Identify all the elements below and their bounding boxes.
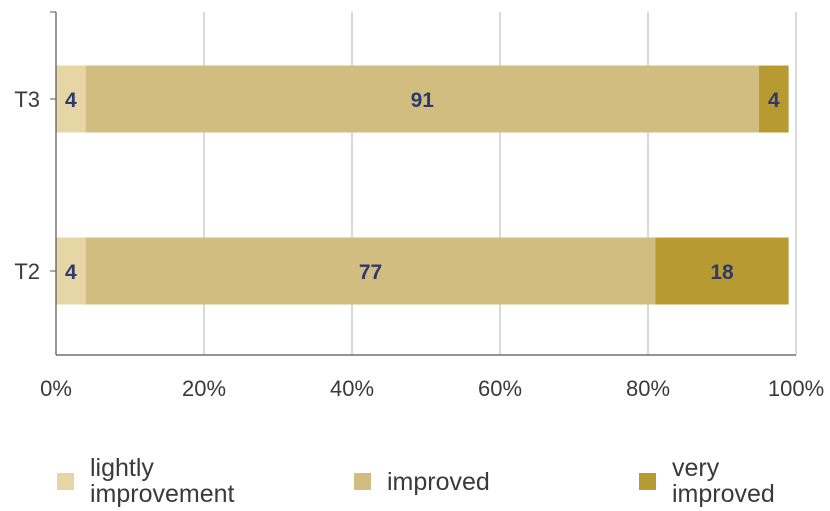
- legend-swatch-2: [639, 473, 656, 490]
- legend-label-1: improved: [387, 468, 490, 496]
- data-label-t3-series-0: 4: [65, 89, 77, 112]
- tick-labels: T3 T2 0% 20% 40% 60% 80% 100%: [14, 87, 824, 401]
- legend-label-0-line-1: improvement: [90, 480, 235, 508]
- legend-label-0-line-0: lightly: [90, 454, 154, 482]
- data-label-t3-series-1: 91: [411, 89, 435, 112]
- bar-t2-series-0: [56, 237, 86, 305]
- category-label-t3: T3: [14, 87, 40, 112]
- bar-t3-series-2: [759, 65, 789, 133]
- bars: 4 91 4 4 77 18: [56, 65, 789, 305]
- category-label-t2: T2: [14, 259, 40, 284]
- legend-swatch-1: [354, 473, 371, 490]
- bar-t3-series-0: [56, 65, 86, 133]
- bar-t2-series-1: [85, 237, 656, 305]
- x-tick-label-100: 100%: [768, 376, 824, 401]
- legend-swatch-0: [57, 473, 74, 490]
- legend-label-2-line-1: improved: [672, 480, 775, 508]
- x-tick-label-20: 20%: [182, 376, 226, 401]
- data-label-t2-series-2: 18: [710, 261, 734, 284]
- x-tick-label-40: 40%: [330, 376, 374, 401]
- data-label-t3-series-2: 4: [768, 89, 780, 112]
- x-tick-label-0: 0%: [40, 376, 72, 401]
- legend-label-2-line-0: very: [672, 454, 720, 482]
- data-label-t2-series-0: 4: [65, 261, 77, 284]
- bar-t2-series-2: [655, 237, 789, 305]
- x-tick-label-60: 60%: [478, 376, 522, 401]
- data-label-t2-series-1: 77: [359, 261, 382, 284]
- x-tick-label-80: 80%: [626, 376, 670, 401]
- bar-t3-series-1: [85, 65, 760, 133]
- axes: [50, 11, 796, 356]
